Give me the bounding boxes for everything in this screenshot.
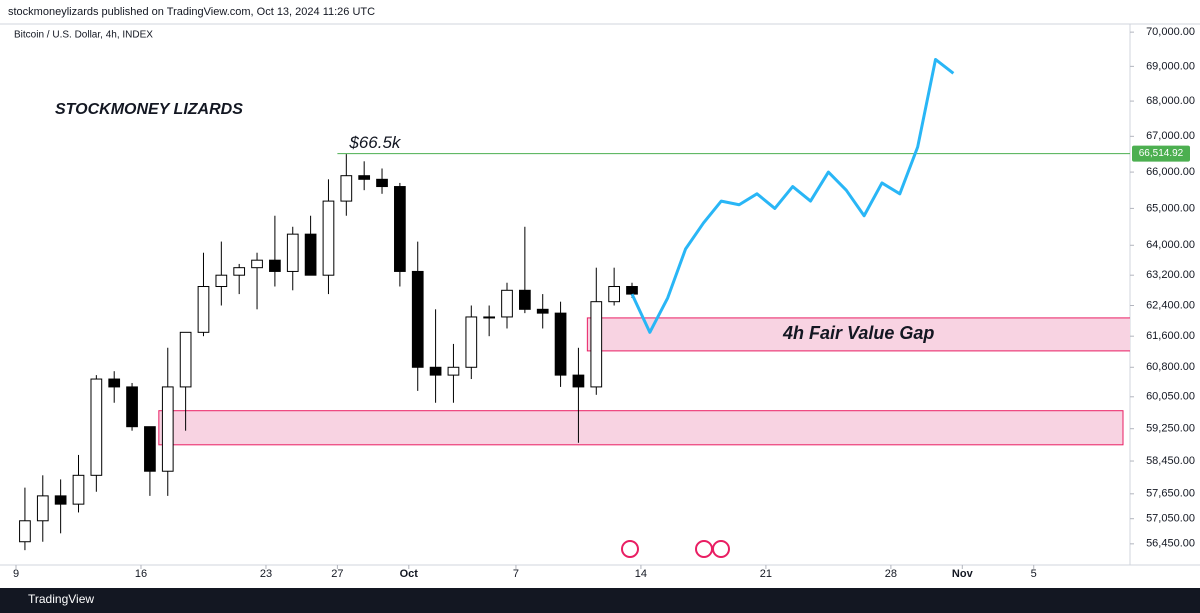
candle-body (251, 259, 263, 269)
candle-body (304, 233, 317, 276)
price-tag (1132, 145, 1190, 162)
candle-body (197, 286, 210, 333)
x-tick-label: 28 (885, 568, 897, 580)
candle-body (447, 366, 460, 376)
brand: TradingView (28, 592, 94, 606)
x-tick-label: Oct (400, 568, 419, 580)
projection-line (630, 57, 955, 334)
candle-body (626, 286, 638, 295)
candle-body (54, 495, 67, 505)
y-tick-label: 61,600.00 (1146, 330, 1195, 342)
candle-body (215, 274, 228, 288)
candle-body (394, 186, 406, 272)
candle-body (340, 175, 353, 202)
price-tag-label: 66,514.92 (1139, 148, 1184, 159)
y-tick-label: 62,400.00 (1146, 299, 1195, 311)
y-tick-label: 56,450.00 (1146, 538, 1195, 550)
x-tick-label: 14 (635, 568, 647, 580)
y-tick-label: 66,000.00 (1146, 166, 1195, 178)
candle-body (179, 331, 192, 388)
x-tick-label: 5 (1031, 568, 1037, 580)
candle-body (376, 178, 388, 188)
candle-body (144, 426, 156, 472)
candle-body (161, 386, 174, 472)
x-tick-label: 9 (13, 568, 19, 580)
zone (586, 317, 1130, 352)
x-tick-label: Nov (952, 568, 974, 580)
y-tick-label: 60,050.00 (1146, 391, 1195, 403)
candle-body (411, 270, 424, 368)
y-tick-label: 63,200.00 (1146, 269, 1195, 281)
event-icons (621, 540, 730, 558)
candle-body (36, 495, 49, 522)
candle-body (358, 175, 371, 180)
candle-body (554, 312, 567, 376)
candle-body (286, 233, 299, 272)
candle-body (572, 374, 585, 388)
candle-body (126, 386, 138, 428)
x-tick-label: 23 (260, 568, 272, 580)
candle-body (536, 308, 549, 314)
candle-body (519, 289, 531, 310)
candle-body (269, 259, 281, 272)
x-tick-label: 27 (331, 568, 343, 580)
candle-body (590, 301, 603, 388)
candle-body (608, 286, 620, 303)
level-annotation: $66.5k (348, 133, 402, 152)
chart-title: Bitcoin / U.S. Dollar, 4h, INDEX (14, 30, 153, 41)
y-tick-label: 58,450.00 (1146, 455, 1195, 467)
y-tick-label: 59,250.00 (1146, 423, 1195, 435)
candle-body (322, 200, 335, 276)
candle-body (233, 267, 246, 276)
plot (19, 57, 1130, 551)
candle-body (90, 378, 103, 476)
y-tick-label: 69,000.00 (1146, 60, 1195, 72)
x-tick-label: 7 (513, 568, 519, 580)
y-tick-label: 68,000.00 (1146, 95, 1195, 107)
candle-body (19, 520, 31, 543)
y-tick-label: 57,650.00 (1146, 488, 1195, 500)
top-bar (0, 0, 1200, 24)
publisher: stockmoneylizards published on TradingVi… (8, 6, 375, 18)
y-tick-label: 60,800.00 (1146, 361, 1195, 373)
footer-bar (0, 588, 1200, 613)
candle-body (108, 378, 121, 388)
y-tick-label: 64,000.00 (1146, 239, 1195, 251)
candle-body (483, 316, 496, 319)
zone (158, 410, 1124, 446)
candle-body (429, 366, 442, 376)
annotation: STOCKMONEY LIZARDS (55, 101, 243, 118)
y-tick-label: 70,000.00 (1146, 26, 1195, 38)
y-tick-label: 65,000.00 (1146, 202, 1195, 214)
y-tick-label: 57,050.00 (1146, 513, 1195, 525)
x-tick-label: 16 (135, 568, 147, 580)
x-tick-label: 21 (760, 568, 772, 580)
candle-body (72, 474, 85, 505)
candle-body (501, 289, 513, 318)
y-tick-label: 67,000.00 (1146, 130, 1195, 142)
zone-label: 4h Fair Value Gap (782, 323, 934, 343)
candle-body (465, 316, 478, 368)
